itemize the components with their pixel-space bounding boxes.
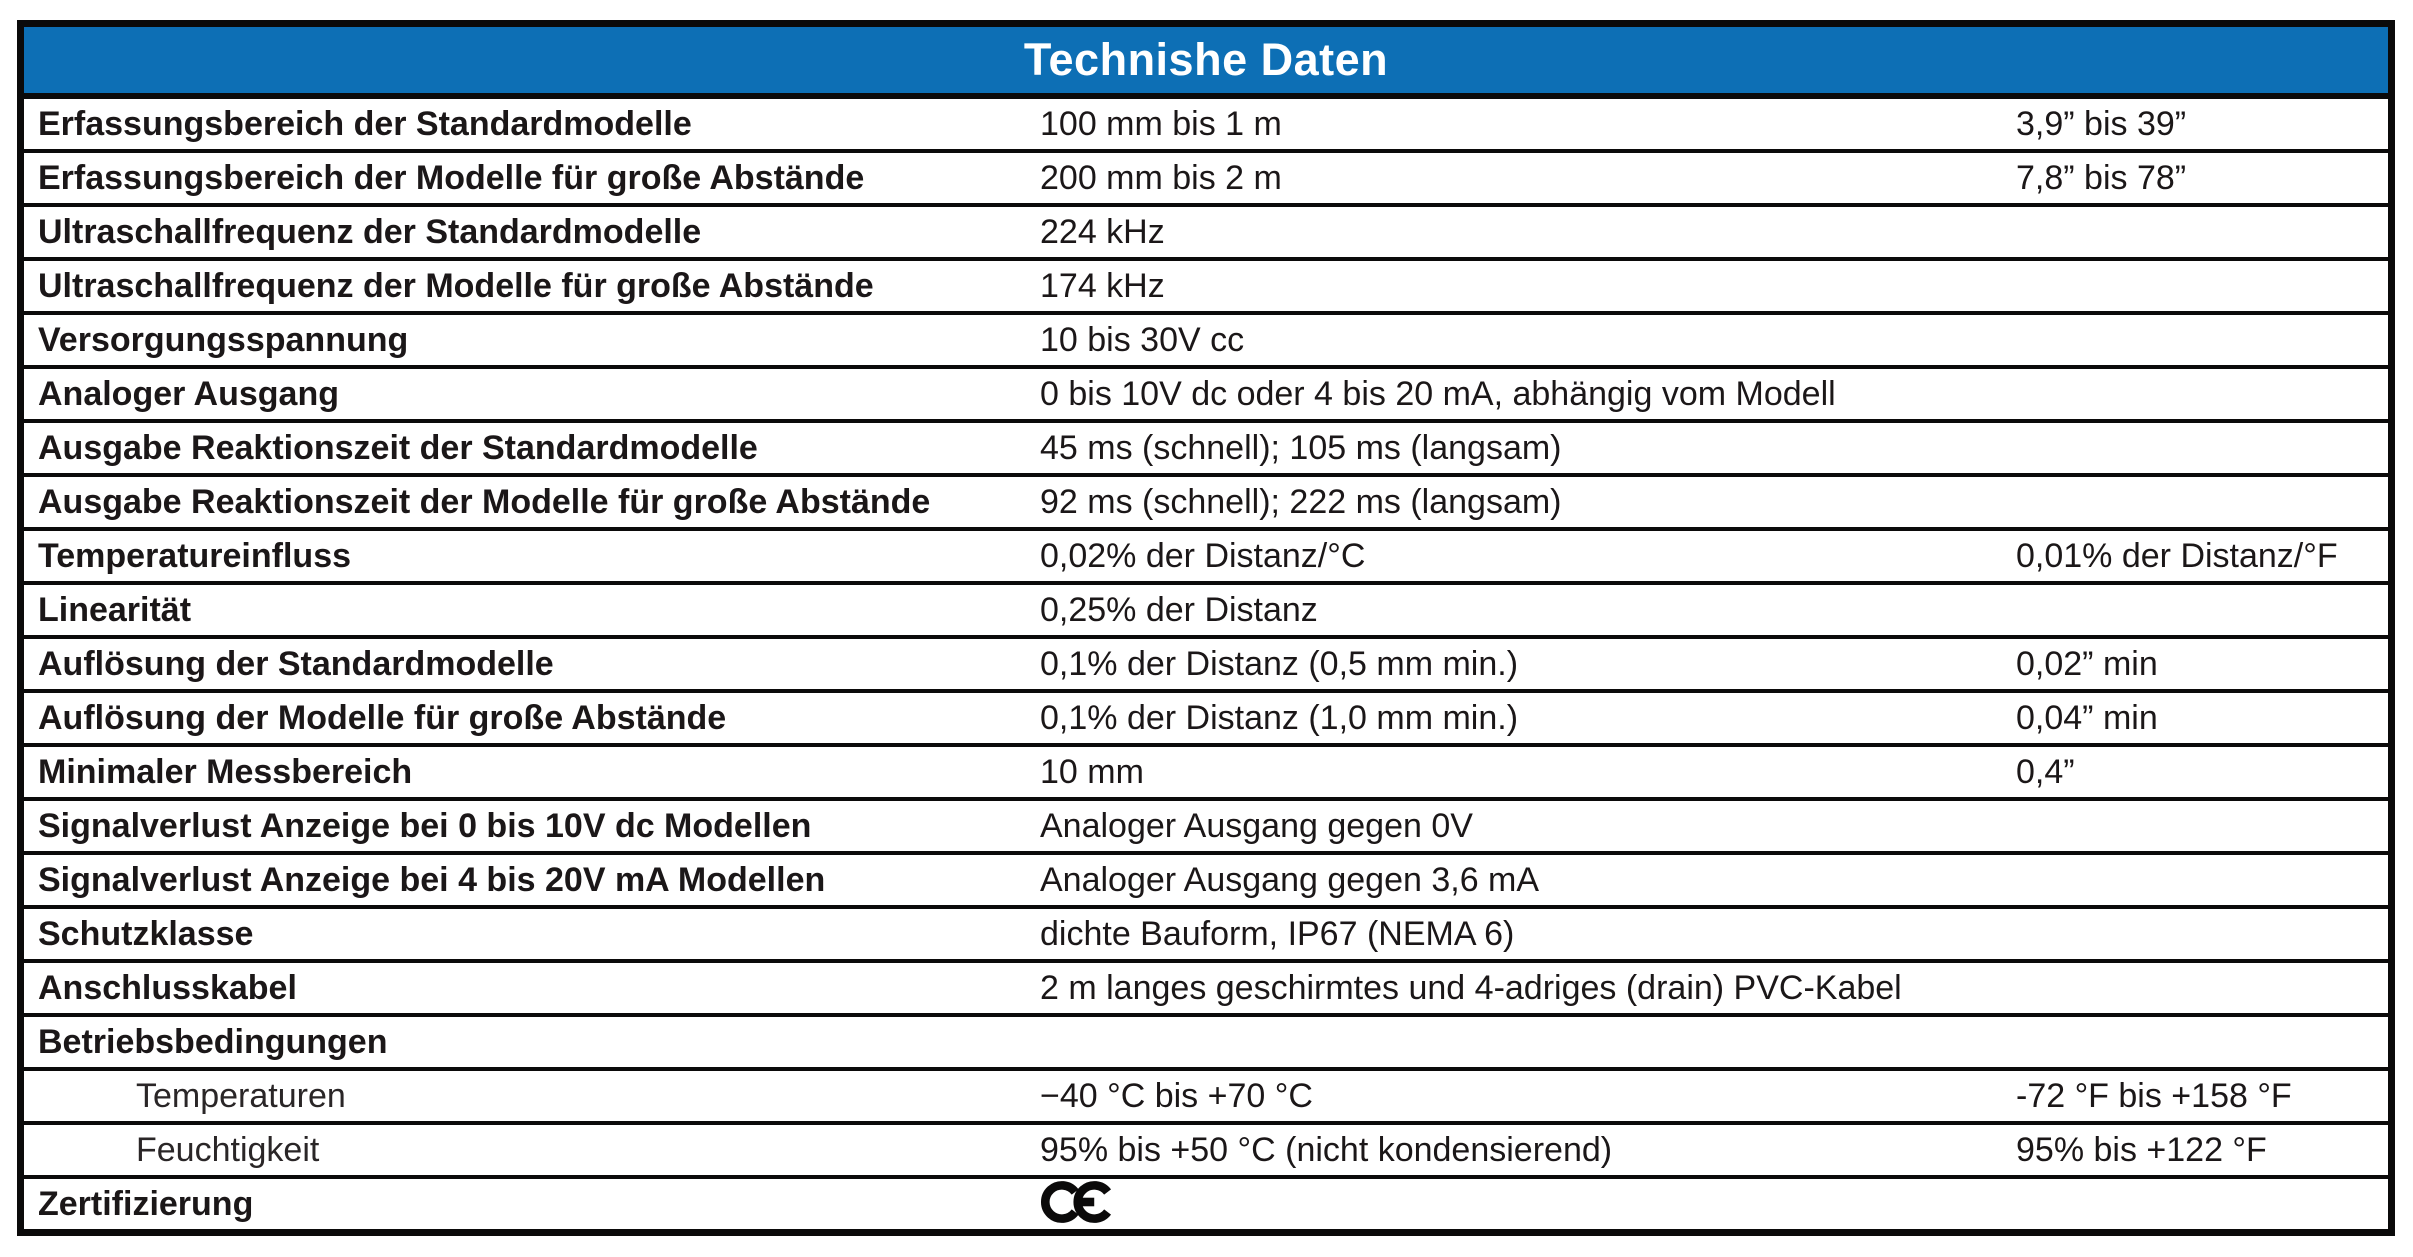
row-label: Analoger Ausgang (38, 375, 339, 413)
row-imperial: 7,8” bis 78” (2016, 159, 2187, 197)
row-label: Schutzklasse (38, 915, 254, 953)
row-metric: 95% bis +50 °C (nicht kondensierend) (1040, 1131, 1613, 1169)
row-metric: 45 ms (schnell); 105 ms (langsam) (1040, 429, 1562, 467)
row-label: Auflösung der Standardmodelle (38, 645, 554, 683)
ce-certification-icon (1041, 1181, 1112, 1223)
row-label: Erfassungsbereich der Standardmodelle (38, 105, 692, 143)
table-row: Signalverlust Anzeige bei 0 bis 10V dc M… (24, 797, 2388, 851)
row-label: Versorgungsspannung (38, 321, 409, 359)
table-row: Linearität 0,25% der Distanz (24, 581, 2388, 635)
row-imperial: 0,02” min (2016, 645, 2158, 683)
row-label: Temperaturen (136, 1077, 346, 1115)
row-metric: 0,1% der Distanz (1,0 mm min.) (1040, 699, 1519, 737)
row-metric: 100 mm bis 1 m (1040, 105, 1282, 143)
table-row: Ausgabe Reaktionszeit der Standardmodell… (24, 419, 2388, 473)
row-metric: dichte Bauform, IP67 (NEMA 6) (1040, 915, 1515, 953)
table-title: Technishe Daten (1023, 34, 1389, 85)
row-metric: Analoger Ausgang gegen 3,6 mA (1040, 861, 1540, 899)
table-row: Erfassungsbereich der Modelle für große … (24, 149, 2388, 203)
row-metric: Analoger Ausgang gegen 0V (1040, 807, 1473, 845)
table-row: Auflösung der Standardmodelle 0,1% der D… (24, 635, 2388, 689)
row-label: Zertifizierung (38, 1185, 254, 1223)
table-row: Feuchtigkeit 95% bis +50 °C (nicht konde… (24, 1121, 2388, 1175)
row-metric: 0,25% der Distanz (1040, 591, 1318, 629)
row-label: Ultraschallfrequenz der Standardmodelle (38, 213, 702, 251)
row-label: Ausgabe Reaktionszeit der Standardmodell… (38, 429, 758, 467)
table-row: Schutzklasse dichte Bauform, IP67 (NEMA … (24, 905, 2388, 959)
table-row: Betriebsbedingungen (24, 1013, 2388, 1067)
table-body: Erfassungsbereich der Standardmodelle 10… (24, 99, 2388, 1229)
row-label: Auflösung der Modelle für große Abstände (38, 699, 727, 737)
table-row: Ausgabe Reaktionszeit der Modelle für gr… (24, 473, 2388, 527)
row-metric: 224 kHz (1040, 213, 1165, 251)
row-label: Minimaler Messbereich (38, 753, 413, 791)
technical-data-table: Technishe Daten Erfassungsbereich der St… (17, 20, 2395, 1236)
row-metric: 2 m langes geschirmtes und 4-adriges (dr… (1040, 969, 1902, 1007)
row-imperial: 0,01% der Distanz/°F (2016, 537, 2338, 575)
row-metric: 10 mm (1040, 753, 1144, 791)
row-label: Feuchtigkeit (136, 1131, 320, 1169)
row-metric (1032, 1181, 2014, 1223)
table-row: Analoger Ausgang 0 bis 10V dc oder 4 bis… (24, 365, 2388, 419)
row-imperial: -72 °F bis +158 °F (2016, 1077, 2292, 1115)
row-imperial: 3,9” bis 39” (2016, 105, 2187, 143)
table-header: Technishe Daten (24, 27, 2388, 99)
table-row: Erfassungsbereich der Standardmodelle 10… (24, 99, 2388, 149)
row-label: Temperatureinfluss (38, 537, 352, 575)
row-metric: −40 °C bis +70 °C (1040, 1077, 1313, 1115)
row-label: Linearität (38, 591, 192, 629)
table-row: Temperatureinfluss 0,02% der Distanz/°C … (24, 527, 2388, 581)
row-metric: 0,02% der Distanz/°C (1040, 537, 1366, 575)
row-imperial: 0,04” min (2016, 699, 2158, 737)
table-row: Versorgungsspannung 10 bis 30V cc (24, 311, 2388, 365)
table-row: Minimaler Messbereich 10 mm 0,4” (24, 743, 2388, 797)
row-label: Erfassungsbereich der Modelle für große … (38, 159, 865, 197)
row-label: Ultraschallfrequenz der Modelle für groß… (38, 267, 874, 305)
row-label: Signalverlust Anzeige bei 4 bis 20V mA M… (38, 861, 826, 899)
row-metric: 0,1% der Distanz (0,5 mm min.) (1040, 645, 1519, 683)
row-imperial: 95% bis +122 °F (2016, 1131, 2267, 1169)
row-metric: 174 kHz (1040, 267, 1165, 305)
row-label: Ausgabe Reaktionszeit der Modelle für gr… (38, 483, 931, 521)
row-metric: 10 bis 30V cc (1040, 321, 1245, 359)
table-row: Temperaturen −40 °C bis +70 °C -72 °F bi… (24, 1067, 2388, 1121)
row-label: Signalverlust Anzeige bei 0 bis 10V dc M… (38, 807, 812, 845)
table-row: Zertifizierung (24, 1175, 2388, 1229)
table-row: Signalverlust Anzeige bei 4 bis 20V mA M… (24, 851, 2388, 905)
row-metric: 92 ms (schnell); 222 ms (langsam) (1040, 483, 1562, 521)
table-row: Ultraschallfrequenz der Standardmodelle … (24, 203, 2388, 257)
row-label: Anschlusskabel (38, 969, 297, 1007)
table-row: Anschlusskabel 2 m langes geschirmtes un… (24, 959, 2388, 1013)
row-imperial: 0,4” (2016, 753, 2075, 791)
row-metric: 0 bis 10V dc oder 4 bis 20 mA, abhängig … (1040, 375, 1836, 413)
row-label: Betriebsbedingungen (38, 1023, 388, 1061)
row-metric: 200 mm bis 2 m (1040, 159, 1282, 197)
table-row: Ultraschallfrequenz der Modelle für groß… (24, 257, 2388, 311)
table-row: Auflösung der Modelle für große Abstände… (24, 689, 2388, 743)
